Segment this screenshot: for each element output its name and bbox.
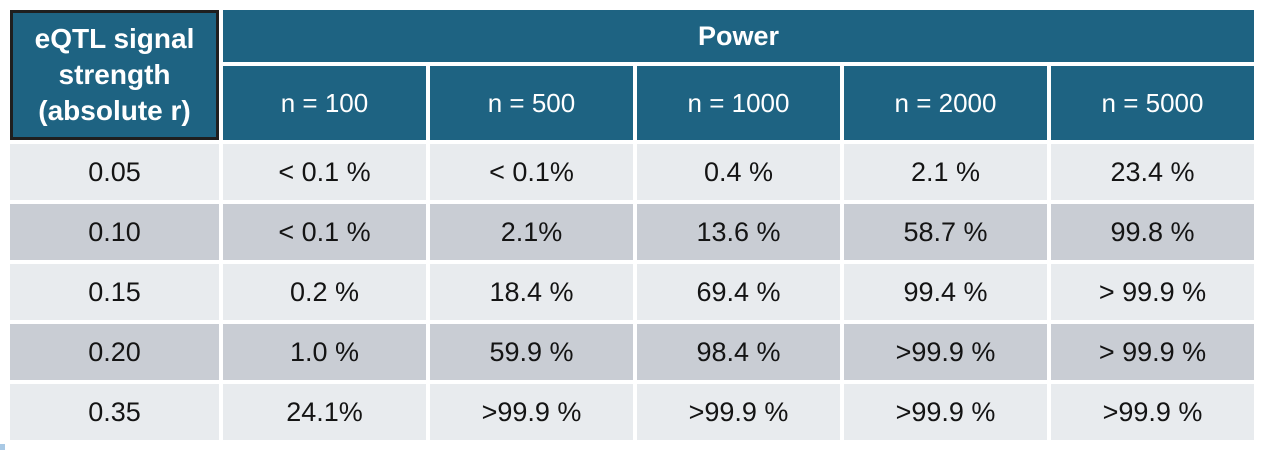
- table-cell: 13.6 %: [637, 204, 840, 260]
- table-cell: 1.0 %: [223, 324, 426, 380]
- row-label: 0.20: [10, 324, 219, 380]
- column-header-n-5000: n = 5000: [1051, 66, 1255, 140]
- table-cell: >99.9 %: [1051, 384, 1255, 440]
- table-cell: >99.9 %: [430, 384, 633, 440]
- corner-header-eqtl-signal-strength: eQTL signal strength (absolute r): [10, 10, 219, 140]
- row-label: 0.10: [10, 204, 219, 260]
- row-label: 0.05: [10, 144, 219, 200]
- table-cell: >99.9 %: [844, 324, 1047, 380]
- table-row-0.05: 0.05 < 0.1 % < 0.1% 0.4 % 2.1 % 23.4 %: [10, 144, 1255, 200]
- row-label: 0.15: [10, 264, 219, 320]
- table-row-0.35: 0.35 24.1% >99.9 % >99.9 % >99.9 % >99.9…: [10, 384, 1255, 440]
- column-header-n-100: n = 100: [223, 66, 426, 140]
- table-cell: 2.1 %: [844, 144, 1047, 200]
- table-row-0.10: 0.10 < 0.1 % 2.1% 13.6 % 58.7 % 99.8 %: [10, 204, 1255, 260]
- table-cell: < 0.1 %: [223, 144, 426, 200]
- table-cell: 0.2 %: [223, 264, 426, 320]
- corner-header-line: eQTL signal: [34, 23, 195, 55]
- stray-mark: [0, 444, 5, 450]
- power-table-container: eQTL signal strength (absolute r) Power …: [6, 6, 1258, 444]
- table-cell: 69.4 %: [637, 264, 840, 320]
- column-header-n-2000: n = 2000: [844, 66, 1047, 140]
- table-cell: >99.9 %: [844, 384, 1047, 440]
- table-cell: 0.4 %: [637, 144, 840, 200]
- table-cell: 99.8 %: [1051, 204, 1255, 260]
- column-header-n-1000: n = 1000: [637, 66, 840, 140]
- column-header-row: n = 100 n = 500 n = 1000 n = 2000 n = 50…: [10, 66, 1255, 140]
- corner-header-line: (absolute r): [38, 94, 191, 126]
- table-cell: 98.4 %: [637, 324, 840, 380]
- group-header-row: eQTL signal strength (absolute r) Power: [10, 10, 1255, 140]
- column-header-n-500: n = 500: [430, 66, 633, 140]
- table-cell: >99.9 %: [637, 384, 840, 440]
- row-label: 0.35: [10, 384, 219, 440]
- table-cell: < 0.1 %: [223, 204, 426, 260]
- table-cell: 99.4 %: [844, 264, 1047, 320]
- table-cell: 2.1%: [430, 204, 633, 260]
- table-cell: > 99.9 %: [1051, 264, 1255, 320]
- table-row-0.20: 0.20 1.0 % 59.9 % 98.4 % >99.9 % > 99.9 …: [10, 324, 1255, 380]
- table-row-0.15: 0.15 0.2 % 18.4 % 69.4 % 99.4 % > 99.9 %: [10, 264, 1255, 320]
- table-cell: 24.1%: [223, 384, 426, 440]
- table-cell: 23.4 %: [1051, 144, 1255, 200]
- table-cell: < 0.1%: [430, 144, 633, 200]
- table-cell: 58.7 %: [844, 204, 1047, 260]
- table-cell: > 99.9 %: [1051, 324, 1255, 380]
- power-group-header: Power: [223, 10, 1255, 62]
- eqtl-power-table: eQTL signal strength (absolute r) Power …: [6, 6, 1258, 444]
- table-cell: 18.4 %: [430, 264, 633, 320]
- corner-header-line: strength: [58, 59, 171, 91]
- table-cell: 59.9 %: [430, 324, 633, 380]
